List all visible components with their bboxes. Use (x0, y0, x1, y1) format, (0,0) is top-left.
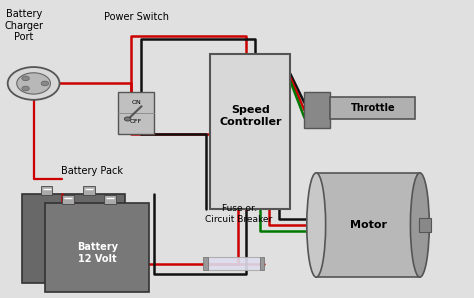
Text: Speed
Controller: Speed Controller (219, 105, 282, 127)
FancyBboxPatch shape (304, 92, 330, 128)
Circle shape (124, 117, 131, 121)
FancyBboxPatch shape (104, 195, 116, 204)
FancyBboxPatch shape (260, 257, 264, 270)
FancyBboxPatch shape (22, 194, 126, 283)
FancyBboxPatch shape (41, 186, 53, 195)
Text: Battery
Charger
Port: Battery Charger Port (5, 9, 44, 42)
Circle shape (22, 86, 29, 91)
FancyBboxPatch shape (83, 186, 95, 195)
FancyBboxPatch shape (62, 195, 73, 204)
Text: OFF: OFF (130, 119, 142, 124)
Ellipse shape (307, 173, 326, 277)
Text: Battery Pack: Battery Pack (62, 166, 123, 176)
Text: Motor: Motor (349, 220, 386, 230)
Text: Power Switch: Power Switch (104, 12, 169, 22)
Circle shape (41, 81, 49, 86)
Text: ON: ON (131, 100, 141, 105)
Text: Fuse or
Circuit Breaker: Fuse or Circuit Breaker (205, 204, 272, 224)
FancyBboxPatch shape (419, 218, 431, 232)
Circle shape (8, 67, 60, 100)
FancyBboxPatch shape (210, 54, 290, 209)
Ellipse shape (410, 173, 429, 277)
Circle shape (17, 73, 50, 94)
FancyBboxPatch shape (208, 257, 260, 270)
Text: Throttle: Throttle (350, 103, 395, 113)
FancyBboxPatch shape (118, 92, 154, 134)
FancyBboxPatch shape (46, 203, 149, 292)
Text: Battery
12 Volt: Battery 12 Volt (77, 243, 118, 264)
Circle shape (22, 76, 29, 81)
FancyBboxPatch shape (203, 257, 208, 270)
FancyBboxPatch shape (330, 97, 415, 119)
FancyBboxPatch shape (316, 173, 420, 277)
